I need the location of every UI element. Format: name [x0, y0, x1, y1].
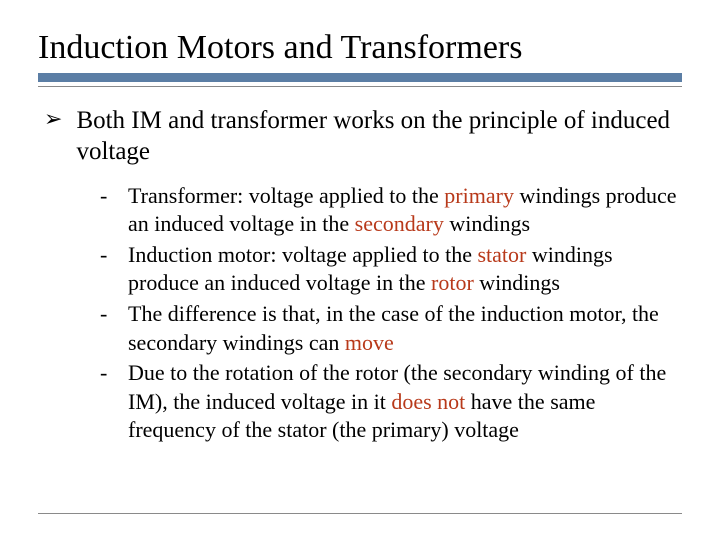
list-item-text: Induction motor: voltage applied to the …	[128, 241, 682, 298]
slide-title: Induction Motors and Transformers	[38, 28, 682, 67]
sub-list: - Transformer: voltage applied to the pr…	[100, 182, 682, 445]
highlight-text: primary	[444, 183, 514, 208]
main-bullet-text: Both IM and transformer works on the pri…	[76, 105, 682, 168]
highlight-text: rotor	[431, 270, 474, 295]
list-item-text: The difference is that, in the case of t…	[128, 300, 682, 357]
main-bullet: ➢ Both IM and transformer works on the p…	[44, 105, 682, 168]
slide: Induction Motors and Transformers ➢ Both…	[0, 0, 720, 540]
list-item: - Induction motor: voltage applied to th…	[100, 241, 682, 298]
list-item: - Due to the rotation of the rotor (the …	[100, 359, 682, 445]
highlight-text: move	[345, 330, 394, 355]
highlight-text: does not	[391, 389, 465, 414]
arrow-icon: ➢	[44, 105, 62, 133]
footer-rule	[38, 513, 682, 514]
list-item-text: Due to the rotation of the rotor (the se…	[128, 359, 682, 445]
highlight-text: stator	[477, 242, 526, 267]
rule-thin	[38, 86, 682, 87]
list-item-text: Transformer: voltage applied to the prim…	[128, 182, 682, 239]
dash-icon: -	[100, 182, 128, 211]
dash-icon: -	[100, 359, 128, 388]
list-item: - The difference is that, in the case of…	[100, 300, 682, 357]
highlight-text: secondary	[355, 211, 444, 236]
dash-icon: -	[100, 300, 128, 329]
dash-icon: -	[100, 241, 128, 270]
list-item: - Transformer: voltage applied to the pr…	[100, 182, 682, 239]
rule-thick	[38, 73, 682, 82]
title-rule	[38, 73, 682, 87]
